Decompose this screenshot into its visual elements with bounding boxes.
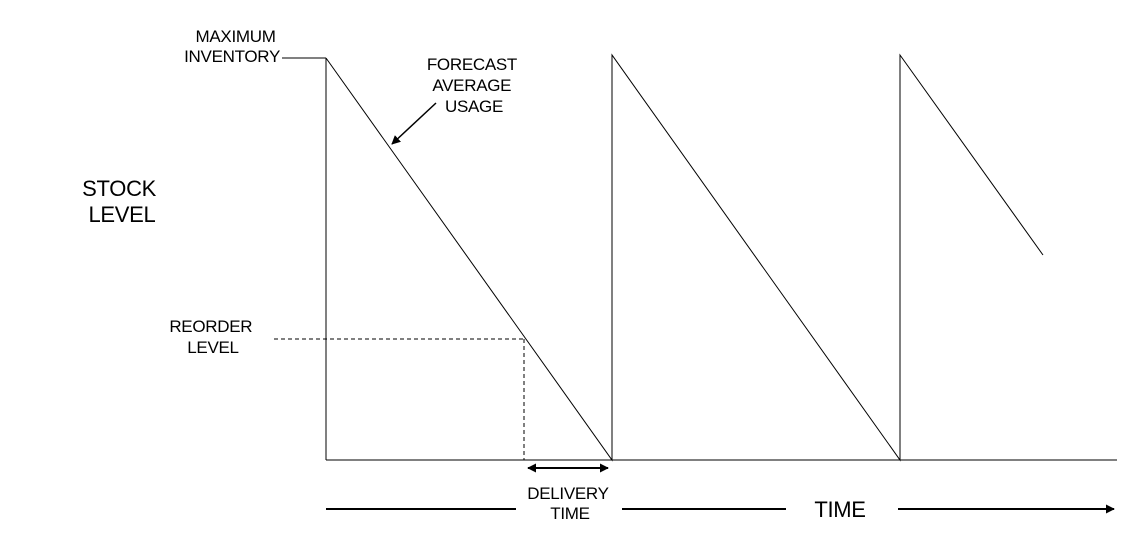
forecast-average-usage-label: FORECAST AVERAGE USAGE <box>427 55 521 116</box>
stock-level-label: STOCK LEVEL <box>82 176 162 227</box>
max-inventory-label: MAXIMUM INVENTORY <box>184 27 280 66</box>
forecast-pointer-arrow <box>391 102 437 145</box>
delivery-time-label: DELIVERY TIME <box>527 484 613 523</box>
time-axis-label: TIME <box>814 497 865 522</box>
stock-level-line <box>325 53 1044 462</box>
reorder-level-label: REORDER LEVEL <box>169 317 256 357</box>
